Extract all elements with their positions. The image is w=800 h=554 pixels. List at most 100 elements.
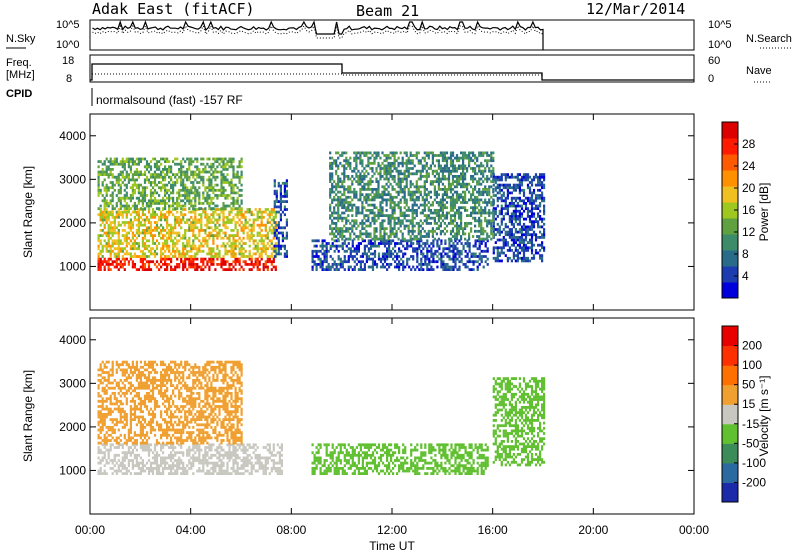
power-cell [170,191,173,195]
power-cell [214,170,217,174]
power-cell [464,222,467,225]
power-cell [109,231,112,235]
power-cell [506,225,509,229]
power-cell [520,241,524,244]
power-cell [270,268,273,271]
power-cell [379,164,382,168]
power-cell [453,235,457,238]
power-cell [137,234,140,237]
power-cell [329,244,332,248]
power-cell [355,209,358,212]
power-cell [283,189,286,193]
power-cell [522,175,526,179]
power-cell [272,226,275,230]
power-cell [184,265,187,269]
power-cell [474,252,477,256]
power-cell [190,223,193,227]
power-cell [153,178,157,182]
velocity-cell [101,456,104,460]
power-cell [462,172,465,176]
power-cell [361,161,364,165]
power-cell [480,260,483,264]
power-cell [258,234,261,237]
power-cell [272,218,275,222]
power-cell [506,194,509,197]
velocity-cell [105,461,108,465]
power-cell [425,195,428,199]
power-cell [502,236,505,239]
power-cell [331,222,334,225]
power-cell [283,252,286,256]
power-cell [232,252,235,256]
power-cell [504,199,507,203]
power-cell [226,249,229,253]
power-cell [440,260,443,264]
power-cell [190,160,193,163]
power-cell [228,157,231,161]
power-cell [508,186,511,190]
power-cell [534,249,538,252]
power-cell [412,255,415,258]
power-cell [220,186,223,190]
power-cell [512,183,515,187]
nsky-label: N.Sky [6,33,36,45]
power-cell [222,236,225,240]
power-cell [369,156,372,160]
power-cell [186,257,189,261]
power-cell [386,242,389,245]
power-cell [480,193,483,197]
power-cell [105,202,108,205]
power-cell [184,175,187,179]
power-cell [238,165,241,169]
power-cell [188,255,191,258]
power-cell [184,260,187,264]
power-cell [186,244,189,248]
power-cell [532,243,536,247]
velocity-cell [147,443,151,447]
power-cell [212,215,215,219]
power-cell [238,252,241,256]
power-cell [196,218,199,222]
power-cell [426,257,429,261]
power-cell [109,252,112,256]
power-cell [145,175,149,179]
power-cell [351,244,354,248]
power-cell [466,185,469,189]
power-cell [216,247,219,251]
power-cell [147,255,151,258]
power-cell [500,259,503,263]
power-cell [530,199,534,203]
power-cell [111,213,114,217]
power-cell [343,164,346,168]
power-cell [402,255,405,258]
power-cell [248,236,251,240]
power-cell [345,227,348,230]
power-cell [343,198,346,202]
power-cell [188,239,191,243]
power-cell [488,214,491,217]
power-cell [439,229,442,233]
power-cell [111,242,114,245]
power-cell [407,167,410,170]
power-cell [186,268,189,271]
power-cell [449,159,453,163]
power-cell [516,238,519,242]
power-cell [405,154,408,157]
power-cell [415,156,418,160]
power-cell [518,212,521,216]
power-cell [441,195,444,199]
power-cell [543,173,546,176]
velocity-cell [141,464,144,468]
power-cell [426,242,429,245]
power-cell [423,203,426,207]
power-cell [254,218,257,222]
power-cell [448,257,451,261]
velocity-cell [111,467,114,470]
power-cell [437,219,440,223]
power-cell [246,234,249,237]
power-cell [480,209,483,212]
power-cell [335,239,338,243]
power-cell [260,249,263,253]
power-cell [343,235,346,238]
power-cell [365,252,368,256]
